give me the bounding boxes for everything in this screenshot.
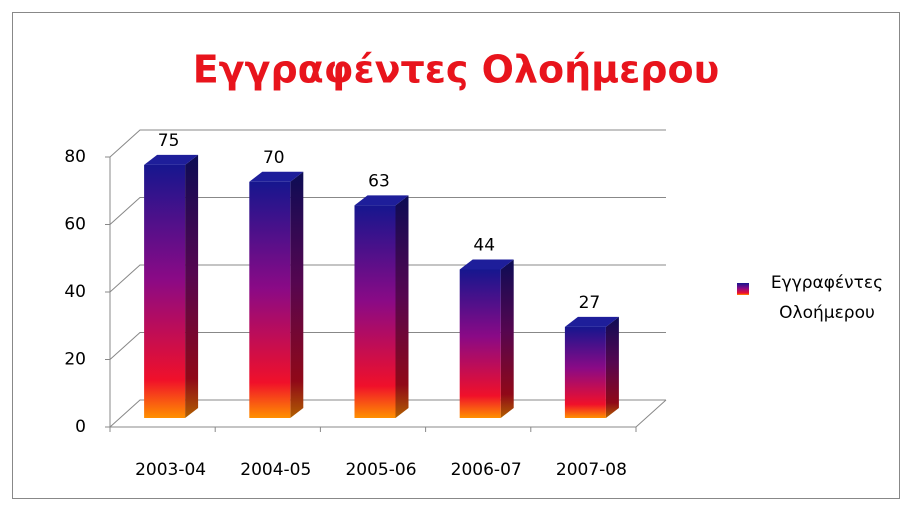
bar-side	[290, 171, 304, 418]
x-tick-label: 2005-06	[345, 460, 416, 480]
bar	[144, 164, 186, 418]
x-tick-label: 2003-04	[135, 460, 206, 480]
legend-label: Εγγραφέντες Ολοήμερου	[770, 273, 884, 323]
bar	[249, 181, 291, 418]
bar-side	[395, 195, 409, 418]
data-label: 63	[368, 171, 390, 191]
y-tick-label: 60	[64, 215, 86, 235]
bar-side	[185, 154, 199, 418]
y-tick-label: 80	[64, 147, 86, 167]
chart-title: Εγγραφέντες Ολοήμερου	[193, 48, 720, 92]
data-label: 75	[158, 131, 180, 151]
bar	[564, 326, 606, 418]
y-tick-label: 0	[75, 417, 86, 437]
grid-line	[109, 129, 666, 158]
bar-top	[144, 154, 199, 165]
bar-top	[564, 316, 619, 327]
data-label: 70	[263, 148, 285, 168]
bar-top	[354, 195, 409, 206]
y-tick-label: 40	[64, 282, 86, 302]
grid-line	[109, 197, 666, 225]
bar-side	[605, 316, 619, 418]
bar	[459, 269, 501, 418]
bar-side	[500, 259, 514, 418]
data-label: 44	[473, 236, 495, 256]
x-tick-label: 2006-07	[451, 460, 522, 480]
x-tick-label: 2007-08	[556, 460, 627, 480]
x-tick-label: 2004-05	[240, 460, 311, 480]
bar	[354, 205, 396, 418]
bar-top	[459, 259, 514, 270]
bar-top	[249, 171, 304, 182]
y-tick-label: 20	[64, 350, 86, 370]
data-label: 27	[579, 293, 601, 313]
legend-swatch	[737, 283, 749, 295]
